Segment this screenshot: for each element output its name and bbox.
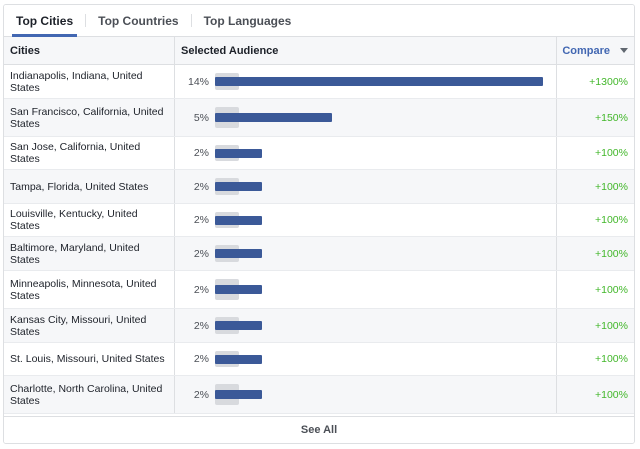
audience-bar-track	[215, 376, 556, 413]
audience-bar-track	[215, 99, 556, 136]
table-row: San Francisco, California, United States…	[4, 99, 634, 137]
city-name: Minneapolis, Minnesota, United States	[4, 271, 175, 308]
audience-cell: 2%	[175, 343, 557, 375]
audience-bar-track	[215, 309, 556, 342]
table-row: St. Louis, Missouri, United States 2% +100…	[4, 343, 634, 376]
compare-value: +100%	[595, 214, 628, 226]
tab-bar: Top Cities Top Countries Top Languages	[4, 5, 634, 37]
caret-down-icon	[620, 48, 628, 53]
table-header: Cities Selected Audience Compare	[4, 37, 634, 65]
audience-bar	[215, 148, 262, 158]
see-all-button[interactable]: See All	[4, 416, 634, 443]
compare-value: +100%	[595, 353, 628, 365]
audience-cell: 5%	[175, 99, 557, 136]
compare-value: +100%	[595, 388, 628, 401]
audience-bar-track	[215, 204, 556, 236]
table-row: Tampa, Florida, United States 2% +100%	[4, 170, 634, 204]
audience-bar	[215, 113, 332, 122]
compare-value: +100%	[595, 180, 628, 193]
table-row: Charlotte, North Carolina, United States…	[4, 376, 634, 414]
audience-cell: 14%	[175, 65, 557, 98]
tab-top-languages[interactable]: Top Languages	[203, 13, 292, 28]
table-row: San Jose, California, United States 2% +10…	[4, 137, 634, 170]
audience-percent: 2%	[193, 180, 209, 193]
audience-bar	[215, 285, 262, 294]
audience-bar	[215, 182, 262, 191]
compare-value: +100%	[595, 319, 628, 332]
table-row: Louisville, Kentucky, United States 2% +10…	[4, 204, 634, 237]
audience-cell: 2%	[175, 237, 557, 270]
city-name: Indianapolis, Indiana, United States	[4, 65, 175, 98]
table-row: Baltimore, Maryland, United States 2% +100…	[4, 237, 634, 271]
table-row: Minneapolis, Minnesota, United States 2% +…	[4, 271, 634, 309]
audience-bar-track	[215, 170, 556, 203]
compare-value: +100%	[595, 283, 628, 296]
audience-percent: 2%	[193, 283, 209, 296]
compare-value: +1300%	[589, 75, 628, 88]
audience-insights-panel: Top Cities Top Countries Top Languages C…	[3, 4, 635, 444]
compare-value: +100%	[595, 147, 628, 159]
tab-top-countries[interactable]: Top Countries	[98, 13, 179, 28]
compare-value: +150%	[595, 111, 628, 124]
audience-bar	[215, 249, 262, 258]
compare-label: Compare	[562, 44, 610, 57]
audience-percent: 2%	[193, 353, 209, 365]
compare-dropdown[interactable]: Compare	[562, 45, 628, 57]
audience-percent: 2%	[193, 147, 209, 159]
city-name: Charlotte, North Carolina, United States	[4, 376, 175, 413]
city-name: Louisville, Kentucky, United States	[4, 204, 175, 236]
audience-bar	[215, 390, 262, 399]
audience-bar	[215, 354, 262, 364]
audience-percent: 14%	[187, 75, 209, 88]
compare-column-header: Compare	[557, 37, 634, 64]
audience-bar	[215, 321, 262, 330]
city-name: St. Louis, Missouri, United States	[4, 343, 175, 375]
table-row: Indianapolis, Indiana, United States 14% +…	[4, 65, 634, 99]
city-name: San Jose, California, United States	[4, 137, 175, 169]
audience-cell: 2%	[175, 137, 557, 169]
audience-bar-track	[215, 137, 556, 169]
city-name: San Francisco, California, United States	[4, 99, 175, 136]
audience-percent: 2%	[193, 388, 209, 401]
audience-cell: 2%	[175, 170, 557, 203]
audience-percent: 2%	[193, 319, 209, 332]
audience-cell: 2%	[175, 204, 557, 236]
table-body: Indianapolis, Indiana, United States 14% +…	[4, 65, 634, 414]
audience-bar	[215, 77, 543, 86]
city-name: Tampa, Florida, United States	[4, 170, 175, 203]
cities-column-header: Cities	[4, 37, 175, 64]
city-name: Kansas City, Missouri, United States	[4, 309, 175, 342]
audience-percent: 5%	[193, 111, 209, 124]
city-name: Baltimore, Maryland, United States	[4, 237, 175, 270]
table-row: Kansas City, Missouri, United States 2% +1…	[4, 309, 634, 343]
compare-value: +100%	[595, 247, 628, 260]
audience-percent: 2%	[193, 247, 209, 260]
audience-bar-track	[215, 271, 556, 308]
audience-bar-track	[215, 65, 556, 98]
tab-divider	[85, 14, 87, 27]
tab-divider	[190, 14, 192, 27]
audience-cell: 2%	[175, 376, 557, 413]
audience-cell: 2%	[175, 271, 557, 308]
audience-percent: 2%	[193, 214, 209, 226]
audience-bar-track	[215, 237, 556, 270]
audience-bar	[215, 215, 262, 225]
tab-top-cities[interactable]: Top Cities	[4, 5, 85, 37]
audience-cell: 2%	[175, 309, 557, 342]
audience-bar-track	[215, 343, 556, 375]
audience-column-header: Selected Audience	[175, 37, 557, 64]
